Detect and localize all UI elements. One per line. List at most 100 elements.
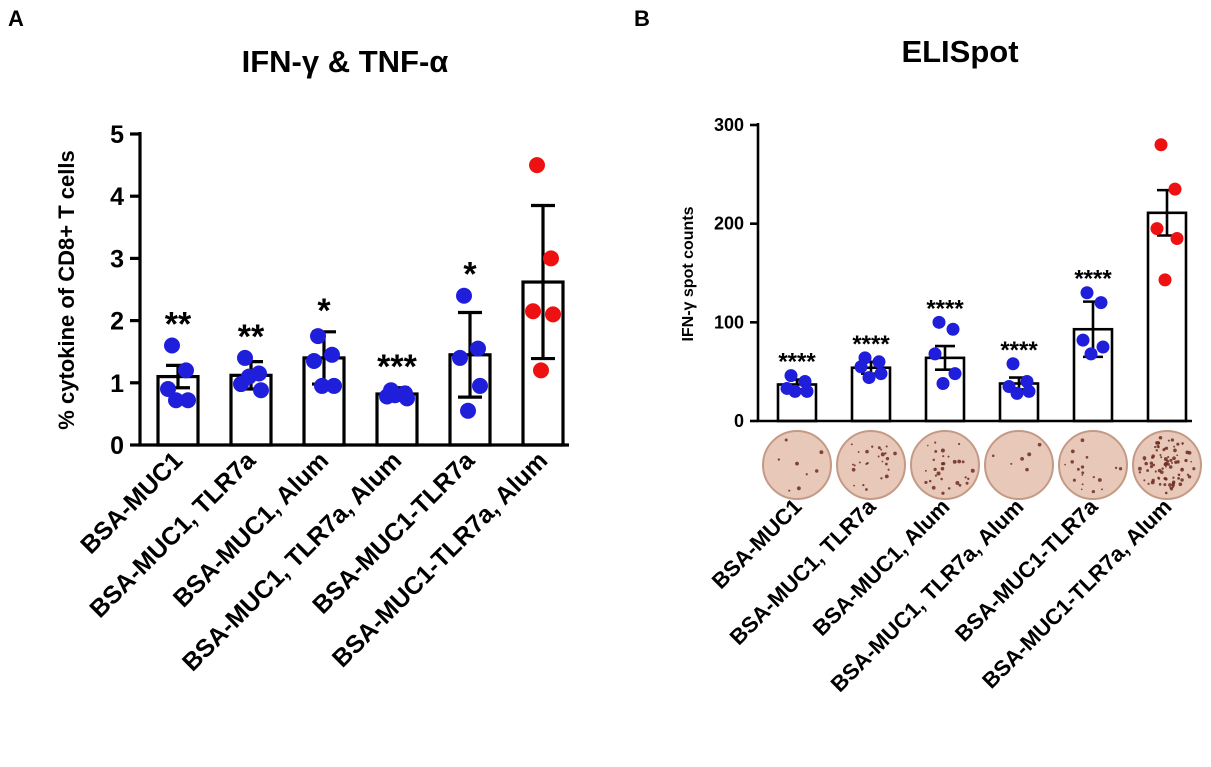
- well-spot: [819, 450, 824, 455]
- well-spot: [1025, 467, 1029, 472]
- data-point: [470, 340, 486, 357]
- well-spot: [877, 446, 881, 450]
- y-tick-label: 1: [110, 370, 124, 398]
- data-point: [543, 250, 559, 267]
- well-spot: [1170, 461, 1173, 464]
- significance-label: **: [165, 305, 192, 343]
- well-circle: [984, 430, 1054, 500]
- well-spot: [877, 455, 880, 458]
- well-spot: [1101, 488, 1103, 491]
- y-tick-label: 2: [110, 308, 124, 336]
- well-spot: [1154, 470, 1157, 473]
- well-spot: [941, 491, 945, 495]
- well-spot: [1149, 465, 1154, 469]
- well-spot: [1190, 460, 1192, 463]
- category-label: BSA-MUC1, Alum: [808, 494, 955, 641]
- well-spot: [1167, 463, 1170, 466]
- data-point: [1154, 138, 1168, 152]
- well-spot: [853, 464, 856, 467]
- category-label: BSA-MUC1, TLR7a: [725, 493, 882, 650]
- significance-label: ****: [926, 295, 964, 322]
- significance-label: ****: [1074, 266, 1112, 293]
- well-spot: [884, 474, 889, 479]
- well-spot: [961, 460, 965, 464]
- well-spot: [1181, 442, 1184, 445]
- well-spot: [1158, 436, 1163, 440]
- data-point: [798, 375, 812, 389]
- data-point: [1006, 357, 1020, 371]
- well-spot: [1163, 457, 1168, 462]
- y-tick-label: 3: [110, 245, 124, 273]
- y-tick-label: 200: [714, 214, 744, 234]
- data-point: [472, 377, 488, 394]
- significance-label: *: [317, 292, 331, 330]
- elispot-well: [836, 430, 906, 500]
- data-point: [460, 402, 476, 419]
- well-spot: [955, 481, 960, 485]
- well-spot: [957, 459, 962, 464]
- well-spot: [1180, 478, 1184, 482]
- data-point: [241, 368, 257, 385]
- data-point: [946, 322, 960, 336]
- elispot-well: [762, 430, 832, 500]
- well-spot: [881, 460, 884, 463]
- well-spot: [850, 443, 853, 446]
- well-spot: [1010, 462, 1013, 465]
- well-spot: [880, 448, 883, 451]
- data-point: [874, 367, 888, 381]
- well-spot: [1169, 486, 1172, 489]
- well-spot: [1146, 469, 1150, 472]
- well-spot: [871, 445, 874, 448]
- panel-a-error-bars: [166, 203, 555, 402]
- significance-label: **: [238, 318, 265, 356]
- well-spot: [1091, 490, 1095, 494]
- well-spot: [1164, 491, 1168, 495]
- well-spot: [1176, 460, 1180, 464]
- data-point: [932, 315, 946, 329]
- significance-label: ***: [377, 348, 417, 386]
- y-tick-label: 0: [734, 411, 744, 431]
- panel-a: A IFN-γ & TNF-α % cytokine of CD8+ T cel…: [8, 6, 569, 677]
- y-tick-label: 4: [110, 183, 124, 211]
- panel-b-axes: [756, 123, 1192, 423]
- well-spot: [1159, 453, 1162, 456]
- well-spot: [942, 461, 946, 466]
- panel-b: B ELISpot IFN-γ spot counts 0 100 200 300 *…: [634, 6, 1202, 697]
- well-spot: [1171, 483, 1175, 487]
- data-point: [1022, 384, 1036, 398]
- data-point: [180, 392, 196, 409]
- well-spot: [805, 473, 808, 476]
- well-spot: [1118, 467, 1123, 471]
- well-spot: [777, 458, 781, 461]
- well-spot: [1162, 448, 1166, 452]
- well-spot: [934, 450, 938, 453]
- well-spot: [1037, 442, 1042, 447]
- data-point: [160, 381, 176, 398]
- well-spot: [893, 451, 897, 456]
- well-spot: [1154, 445, 1157, 449]
- panel-a-significance-labels: ** *******: [165, 256, 478, 386]
- data-point: [529, 157, 545, 174]
- well-spot: [880, 452, 885, 457]
- panel-b-title: ELISpot: [901, 34, 1018, 69]
- well-spot: [1163, 483, 1167, 487]
- category-label: BSA-MUC1-TLR7a: [950, 493, 1103, 646]
- well-spot: [1027, 452, 1032, 457]
- well-spot: [1064, 463, 1066, 466]
- well-spot: [1158, 483, 1162, 486]
- well-spot: [970, 468, 975, 473]
- data-point: [1150, 222, 1164, 236]
- well-spot: [862, 483, 865, 487]
- well-spot: [1072, 478, 1076, 482]
- panel-a-title: IFN-γ & TNF-α: [242, 44, 449, 79]
- panel-b-y-ticks: 0 100 200 300: [714, 115, 758, 431]
- well-spot: [1167, 455, 1170, 459]
- well-spot: [933, 467, 937, 472]
- panel-a-points: [160, 157, 561, 419]
- well-circle: [836, 430, 906, 500]
- well-spot: [934, 441, 937, 444]
- well-spot: [1114, 466, 1118, 470]
- panel-a-axes: [138, 132, 569, 447]
- well-spot: [1163, 462, 1168, 467]
